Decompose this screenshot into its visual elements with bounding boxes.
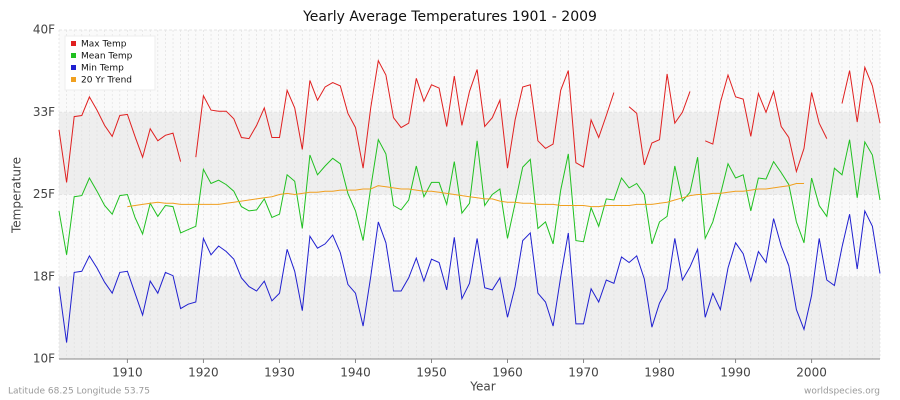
x-tick-label: 1910 (112, 366, 143, 380)
y-axis-label: Temperature (10, 157, 24, 234)
x-tick-label: 1980 (644, 366, 675, 380)
series-line (58, 209, 881, 343)
y-tick-label: 18F (33, 269, 55, 283)
series-line (58, 138, 881, 255)
chart-title: Yearly Average Temperatures 1901 - 2009 (302, 9, 597, 25)
x-tick-label: 1930 (264, 366, 295, 380)
x-tick-label: 1990 (720, 366, 751, 380)
x-tick-label: 1970 (568, 366, 599, 380)
legend-swatch (71, 41, 76, 46)
legend-box (64, 35, 156, 91)
legend-label: Max Temp (81, 40, 127, 50)
series-line (127, 183, 804, 208)
footer-left: Latitude 68.25 Longitude 53.75 (8, 387, 150, 397)
legend-swatch (71, 77, 76, 82)
y-tick-label: 10F (33, 352, 55, 366)
legend-swatch (71, 53, 76, 58)
series-line (58, 59, 881, 183)
y-tick-label: 25F (33, 187, 55, 201)
y-tick-label: 40F (33, 23, 55, 37)
x-tick-label: 1920 (188, 366, 219, 380)
x-tick-label: 1940 (340, 366, 371, 380)
x-tick-label: 1950 (416, 366, 447, 380)
x-tick-label: 1960 (492, 366, 523, 380)
legend-label: 20 Yr Trend (81, 76, 132, 86)
footer-right: worldspecies.org (804, 387, 880, 397)
legend-swatch (71, 65, 76, 70)
x-tick-label: 2000 (796, 366, 827, 380)
y-tick-label: 33F (33, 105, 55, 119)
legend-label: Min Temp (81, 64, 124, 74)
legend-label: Mean Temp (81, 52, 133, 62)
x-axis-label: Year (469, 380, 495, 394)
